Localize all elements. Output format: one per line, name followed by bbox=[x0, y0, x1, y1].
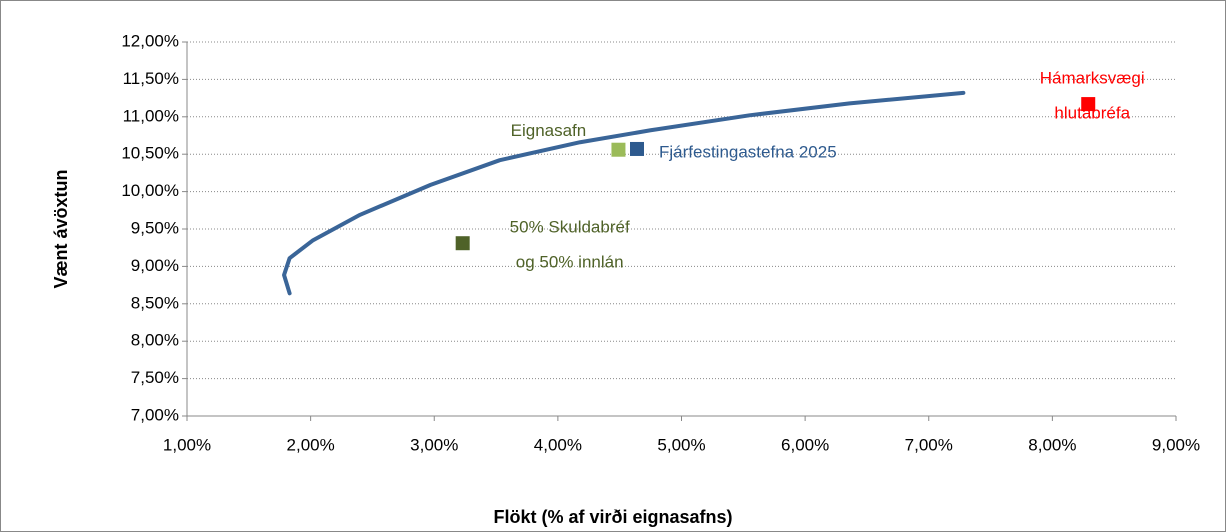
frontier-line bbox=[282, 90, 966, 296]
x-tick-label: 7,00% bbox=[905, 435, 953, 454]
point-label: Hámarksvægi bbox=[1040, 69, 1145, 88]
x-tick-label: 9,00% bbox=[1152, 435, 1200, 454]
y-tick-label: 7,50% bbox=[131, 368, 179, 387]
y-tick-label: 7,00% bbox=[131, 405, 179, 424]
y-tick-label: 8,00% bbox=[131, 331, 179, 350]
y-tick-label: 9,00% bbox=[131, 256, 179, 275]
x-axis-title: Flökt (% af virði eignasafns) bbox=[493, 507, 732, 527]
point-label: hlutabréfa bbox=[1054, 104, 1130, 123]
x-tick-label: 6,00% bbox=[781, 435, 829, 454]
point bbox=[455, 236, 470, 251]
x-tick-label: 3,00% bbox=[410, 435, 458, 454]
y-tick-label: 12,00% bbox=[121, 31, 179, 50]
point bbox=[629, 141, 644, 156]
y-tick-label: 10,50% bbox=[121, 144, 179, 163]
x-tick-label: 4,00% bbox=[534, 435, 582, 454]
y-tick-label: 11,00% bbox=[123, 106, 179, 125]
x-tick-label: 8,00% bbox=[1028, 435, 1076, 454]
y-axis-title: Vænt ávöxtun bbox=[51, 169, 71, 288]
point-label: Fjárfestingastefna 2025 bbox=[659, 142, 837, 161]
x-tick-label: 1,00% bbox=[163, 435, 211, 454]
y-tick-label: 11,50% bbox=[123, 69, 179, 88]
point bbox=[611, 142, 626, 157]
point-label: Eignasafn bbox=[511, 121, 587, 140]
x-tick-label: 2,00% bbox=[287, 435, 335, 454]
point-label: og 50% innlán bbox=[516, 253, 624, 272]
point-label: 50% Skuldabréf bbox=[510, 218, 630, 237]
y-tick-label: 9,50% bbox=[131, 218, 179, 237]
point bbox=[1081, 97, 1096, 112]
y-tick-label: 10,00% bbox=[121, 181, 179, 200]
y-tick-label: 8,50% bbox=[131, 293, 179, 312]
x-tick-label: 5,00% bbox=[657, 435, 705, 454]
